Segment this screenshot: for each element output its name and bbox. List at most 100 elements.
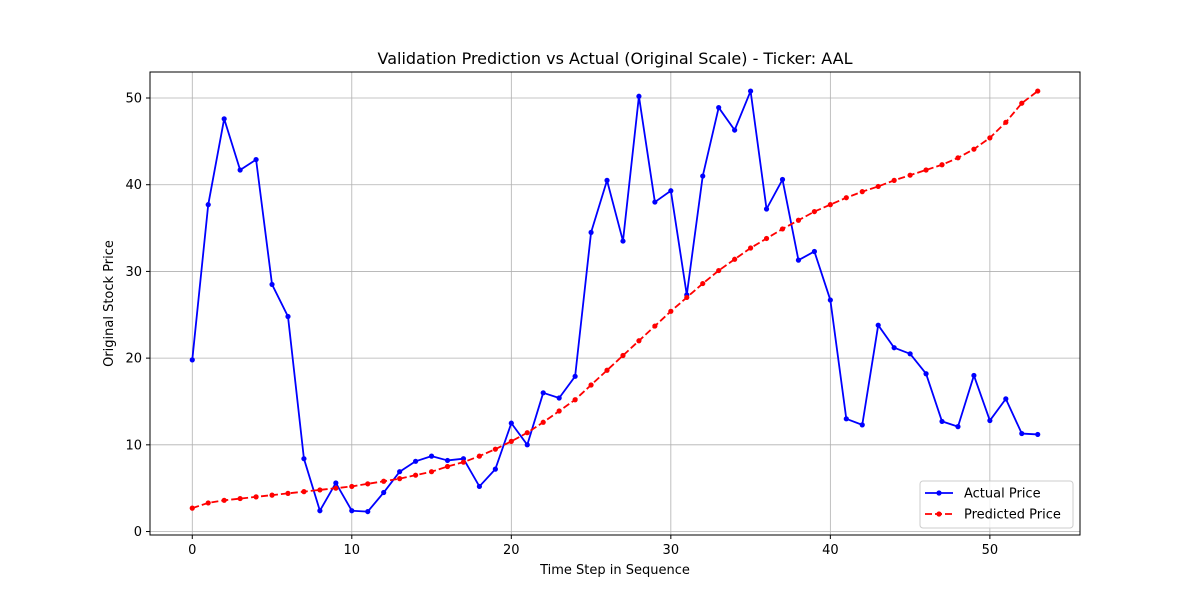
predicted-price-point [875,183,881,190]
predicted-price-point [700,280,706,287]
predicted-price-point [939,162,945,168]
predicted-price-point [476,453,483,459]
predicted-price-point [572,397,578,403]
predicted-price-point [732,256,738,262]
actual-price-point [397,469,403,475]
predicted-price-point [269,492,275,498]
actual-price-point [269,281,275,288]
actual-price-point [1003,396,1009,402]
actual-price-point [763,206,770,212]
legend-predicted-price-label: Predicted Price [964,508,1061,523]
predicted-price-point [652,323,658,329]
predicted-price-point [381,478,387,484]
predicted-price-point [588,382,594,388]
predicted-price-point [795,217,802,223]
grid-lines [150,72,1080,535]
actual-price-point [620,238,626,244]
legend-actual-price-label: Actual Price [964,487,1041,502]
predicted-price-point [859,189,865,195]
legend-box [919,480,1074,529]
series-layer [189,88,1041,515]
actual-price-point [285,313,291,320]
predicted-price-point [301,489,307,495]
predicted-price-point [971,146,977,152]
y-tick-label: 30 [125,265,142,280]
predicted-price-point [205,500,211,506]
predicted-price-point [428,469,435,475]
actual-price-point [381,489,387,496]
actual-price-point [428,453,435,459]
actual-price-point [795,257,802,263]
predicted-price-point [843,195,849,201]
actual-price-point [524,442,530,448]
plot-frame [149,71,1081,536]
predicted-price-point [508,438,514,444]
predicted-price-point [397,476,403,482]
actual-price-point [668,188,674,194]
actual-price-point [939,418,945,425]
predicted-price-point [827,202,833,208]
predicted-price-point [333,485,339,491]
predicted-price-point [604,367,610,373]
actual-price-point [971,372,977,379]
actual-price-point [859,422,865,428]
predicted-price-point [253,494,259,500]
actual-price-point [301,456,307,462]
actual-price-point [907,351,913,357]
y-tick-label: 40 [125,178,142,193]
y-tick-label: 50 [125,92,142,107]
actual-price-point [508,420,514,426]
legend-entries: Actual Price Predicted Price [925,487,1061,523]
actual-price-point [333,480,339,486]
actual-price-point [716,104,722,111]
actual-price-point [492,466,498,472]
actual-price-point [955,424,961,430]
actual-price-point [827,297,833,303]
predicted-price-point [556,408,562,414]
actual-price-point [476,483,483,490]
legend-predicted-price-marker [936,511,942,517]
predicted-price-point [492,446,498,452]
actual-price-point [205,202,211,208]
predicted-price-point [237,495,243,502]
actual-price-point [189,357,195,363]
y-tick-label: 0 [134,525,142,540]
predicted-price-point [923,167,929,173]
x-tick-label: 30 [663,543,680,558]
predicted-price-point [747,245,754,251]
actual-price-point [891,345,897,351]
predicted-price-point [189,505,195,511]
predicted-price-point [349,483,355,490]
actual-price-point [588,229,594,236]
actual-price-point [365,508,371,515]
predicted-price-point [987,135,993,141]
actual-price-point [875,322,881,328]
actual-price-point [604,177,610,183]
predicted-price-point [1035,88,1041,94]
predicted-price-point [636,338,642,344]
x-tick-label: 10 [344,543,361,558]
predicted-price-point [540,419,546,425]
chart-title: Validation Prediction vs Actual (Origina… [377,49,852,68]
predicted-price-point [317,487,323,493]
predicted-price-point [365,481,371,487]
predicted-price-point [779,226,786,232]
predicted-price-point [891,177,897,183]
x-tick-label: 40 [822,543,839,558]
axis-ticks: 0 10 20 30 40 50 0 10 20 30 40 50 [125,92,998,558]
x-tick-label: 20 [503,543,520,558]
predicted-price-point [620,352,626,359]
predicted-price-point [1019,100,1025,106]
actual-price-point [636,93,642,99]
predicted-price-point [811,208,817,215]
actual-price-point [253,156,259,163]
legend: Actual Price Predicted Price [919,480,1074,529]
actual-price-point [652,199,658,205]
actual-price-point [700,173,706,179]
actual-price-point [237,167,243,173]
x-tick-label: 50 [982,543,999,558]
predicted-price-point [763,235,770,242]
actual-price-point [1035,431,1041,438]
